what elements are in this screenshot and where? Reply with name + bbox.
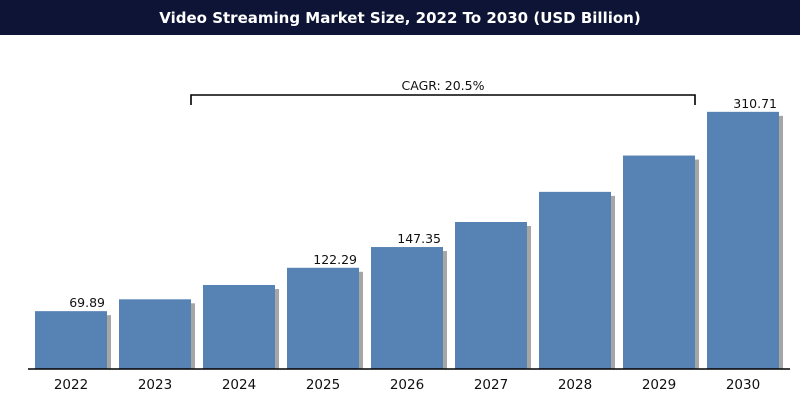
bar-2027: [455, 222, 527, 369]
x-tick-2028: 2028: [558, 377, 592, 393]
chart-title-text: Video Streaming Market Size, 2022 To 203…: [159, 8, 641, 27]
x-tick-2025: 2025: [306, 377, 340, 393]
x-tick-2026: 2026: [390, 377, 424, 393]
value-label-2026: 147.35: [397, 231, 441, 246]
cagr-annotation: CAGR: 20.5%: [190, 78, 696, 105]
x-tick-2023: 2023: [138, 377, 172, 393]
x-tick-2022: 2022: [54, 377, 88, 393]
x-tick-labels: 2022 2023 2024 2025 2026 2027 2028 2029 2030: [54, 377, 760, 393]
x-tick-2029: 2029: [642, 377, 676, 393]
x-tick-2027: 2027: [474, 377, 508, 393]
bar-2025: [287, 267, 359, 369]
value-label-2022: 69.89: [69, 295, 105, 310]
bars: [35, 111, 779, 369]
x-tick-2024: 2024: [222, 377, 256, 393]
cagr-label: CAGR: 20.5%: [402, 78, 485, 93]
bar-2030: [707, 111, 779, 369]
value-label-2030: 310.71: [733, 96, 777, 111]
bar-2026: [371, 247, 443, 369]
bar-2023: [119, 299, 191, 369]
chart-title: Video Streaming Market Size, 2022 To 203…: [0, 0, 800, 35]
bar-2022: [35, 311, 107, 369]
cagr-bracket: [190, 94, 696, 105]
value-label-2025: 122.29: [313, 252, 357, 267]
bar-2028: [539, 191, 611, 369]
value-labels: 69.89 122.29 147.35 310.71: [69, 96, 777, 310]
bar-2029: [623, 155, 695, 369]
bar-2024: [203, 284, 275, 369]
x-tick-2030: 2030: [726, 377, 760, 393]
